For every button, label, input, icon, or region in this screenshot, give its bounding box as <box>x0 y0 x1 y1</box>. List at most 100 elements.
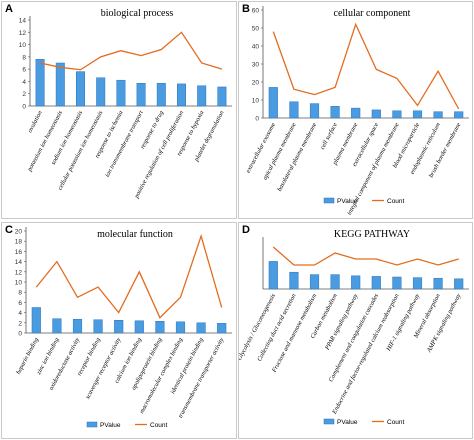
chart-title: biological process <box>101 8 174 19</box>
panel-molecular-function: C molecular function 0 2 4 6 8 10 12 14 16 18 20 hep… <box>1 222 237 439</box>
y-tick-label: 6 <box>22 67 26 74</box>
y-tick-label: 12 <box>19 30 27 37</box>
panel-kegg-pathway: D KEGG PATHWAY Glycolysis / Gluconeogenes… <box>238 222 473 439</box>
x-category-label: ion transmembrane transport <box>104 109 145 178</box>
x-category-label: cell surface <box>319 121 339 150</box>
y-tick-label: 10 <box>15 280 23 287</box>
x-category-label: ovulation <box>27 110 44 134</box>
bar-pvalue <box>289 101 299 119</box>
y-tick-label: 10 <box>252 98 260 105</box>
legend-swatch-pvalue <box>323 418 335 425</box>
bar-pvalue <box>392 110 402 119</box>
bar-pvalue <box>136 83 146 107</box>
bar-pvalue <box>330 274 340 290</box>
y-tick-label: 8 <box>18 290 22 297</box>
bar-pvalue <box>217 323 227 334</box>
chart-molecular-function: molecular function02468101214161820hepar… <box>15 227 232 429</box>
bar-pvalue <box>371 109 381 119</box>
bar-pvalue <box>217 86 227 107</box>
bar-pvalue <box>412 110 423 119</box>
panel-cellular-component: B cellular component 0 10 20 30 40 50 60 extrace… <box>238 1 473 219</box>
y-tick-label: 4 <box>18 310 22 317</box>
chart-kegg-pathway: KEGG PATHWAY Glycolysis / Gluconeogenesis… <box>239 229 469 426</box>
line-count <box>272 22 460 110</box>
y-tick-label: 6 <box>18 300 22 307</box>
bar-pvalue <box>134 320 144 334</box>
bar-pvalue <box>114 320 124 334</box>
x-category-label: potassium ion homeostasis <box>26 109 65 173</box>
y-tick-label: 2 <box>18 320 22 327</box>
y-tick-label: 18 <box>15 239 23 246</box>
bar-pvalue <box>177 83 186 107</box>
panel-biological-process: A biological process 0 2 4 6 8 10 12 14 ovulation… <box>1 1 237 219</box>
y-tick-label: 14 <box>15 259 23 266</box>
bar-pvalue <box>351 107 361 119</box>
bar-pvalue <box>175 321 186 334</box>
bar-pvalue <box>433 111 443 119</box>
y-tick-label: 40 <box>252 44 260 51</box>
bar-pvalue <box>268 261 278 290</box>
bar-pvalue <box>289 271 299 290</box>
panel-letter: D <box>242 224 250 236</box>
chart-title: molecular function <box>97 229 173 240</box>
bar-pvalue <box>52 318 62 334</box>
legend-label-count: Count <box>387 419 405 426</box>
line-count <box>35 233 223 319</box>
y-tick-label: 50 <box>252 26 260 33</box>
legend-label-count: Count <box>387 198 405 205</box>
y-tick-label: 4 <box>22 79 26 86</box>
x-category-label: Glycolysis / Gluconeogenesis <box>239 292 277 361</box>
y-tick-label: 8 <box>22 54 26 61</box>
bar-pvalue <box>351 275 361 290</box>
y-tick-label: 16 <box>15 249 23 256</box>
bar-pvalue <box>156 83 166 107</box>
chart-biological-process: biological process 0 2 4 6 8 10 12 14 ovulationpo… <box>19 8 232 200</box>
bar-pvalue <box>197 85 207 107</box>
y-tick-label: 0 <box>18 331 22 338</box>
bar-pvalue <box>155 321 165 334</box>
y-tick-label: 60 <box>252 8 260 15</box>
legend-swatch-pvalue <box>323 197 335 204</box>
panel-letter: B <box>242 3 250 15</box>
legend-label-count: Count <box>150 422 168 429</box>
chart-title: KEGG PATHWAY <box>334 229 410 240</box>
bar-pvalue <box>196 322 206 334</box>
y-tick-label: 14 <box>19 18 27 25</box>
bar-pvalue <box>35 59 45 107</box>
y-tick-label: 0 <box>22 104 26 111</box>
bar-pvalue <box>309 103 320 119</box>
panel-letter: A <box>5 3 13 15</box>
line-count <box>272 246 459 266</box>
bar-pvalue <box>454 111 464 119</box>
y-tick-label: 20 <box>15 229 23 236</box>
bar-pvalue <box>309 274 320 290</box>
bar-pvalue <box>72 318 83 334</box>
bar-pvalue <box>371 276 381 290</box>
legend-label-pvalue: PValue <box>100 422 121 429</box>
y-tick-label: 30 <box>252 62 260 69</box>
panel-letter: C <box>5 224 13 236</box>
bar-pvalue <box>76 71 85 107</box>
bar-pvalue <box>268 87 278 119</box>
y-tick-label: 0 <box>255 116 259 123</box>
bar-pvalue <box>392 276 402 290</box>
bar-pvalue <box>454 278 464 290</box>
chart-cellular-component: cellular component0102030405060extracell… <box>245 6 469 216</box>
y-tick-label: 20 <box>252 80 260 87</box>
bar-pvalue <box>96 77 106 107</box>
line-count <box>39 31 223 71</box>
y-tick-label: 10 <box>19 42 27 49</box>
bar-pvalue <box>412 277 423 290</box>
bar-pvalue <box>330 106 340 119</box>
bar-pvalue <box>31 307 41 334</box>
y-tick-label: 2 <box>22 91 26 98</box>
bar-pvalue <box>433 277 443 290</box>
x-category-label: Collecting duct acid secretion <box>256 293 298 363</box>
legend-swatch-pvalue <box>86 421 98 428</box>
legend-label-pvalue: PValue <box>337 198 358 205</box>
bar-pvalue <box>55 62 65 107</box>
legend-label-pvalue: PValue <box>337 419 358 426</box>
bar-pvalue <box>116 79 126 107</box>
chart-title: cellular component <box>334 8 411 19</box>
bar-pvalue <box>93 319 103 334</box>
